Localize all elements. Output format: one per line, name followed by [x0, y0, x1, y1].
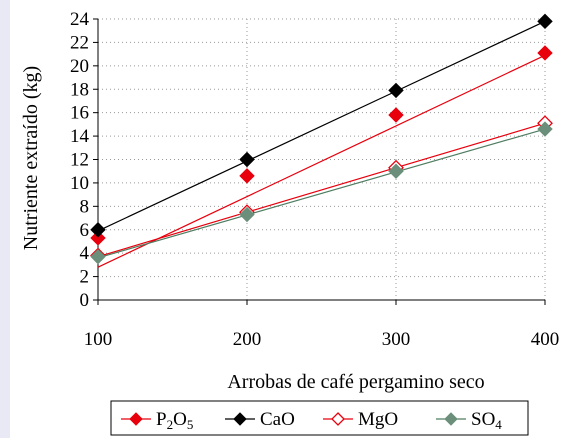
legend-item-mgo: MgO [323, 409, 398, 430]
legend-marker-so4 [444, 412, 458, 426]
y-tick-label: 12 [70, 150, 89, 171]
legend-label-p2o5: P2O5 [156, 409, 193, 432]
x-axis-title: Arrobas de café pergamino seco [227, 371, 484, 393]
data-point-cao [537, 13, 553, 30]
series-group [90, 13, 553, 268]
data-point-so4 [537, 121, 553, 137]
legend-item-so4: SO4 [436, 409, 502, 432]
y-axis-title: Nutriente extraído (kg) [20, 66, 42, 250]
data-point-p2o5 [388, 107, 404, 123]
trendline-mgo [97, 122, 546, 258]
data-point-p2o5 [239, 168, 255, 184]
series-so4 [90, 121, 553, 265]
series-cao [90, 13, 553, 238]
y-tick-label: 10 [70, 173, 89, 194]
x-tick-label: 400 [531, 329, 560, 350]
legend-item-p2o5: P2O5 [121, 409, 193, 432]
y-tick-label: 24 [70, 9, 90, 30]
legend-marker-p2o5 [129, 412, 143, 426]
data-point-so4 [90, 248, 106, 265]
y-tick-label: 0 [80, 290, 90, 311]
x-tick-label: 200 [233, 329, 262, 350]
x-tick-label: 300 [382, 329, 411, 350]
y-tick-label: 22 [70, 32, 89, 53]
x-tick-label: 100 [84, 329, 113, 350]
legend-item-cao: CaO [225, 409, 295, 430]
legend-box [110, 400, 529, 436]
y-tick-label: 16 [70, 103, 89, 124]
y-tick-label: 6 [80, 220, 90, 241]
legend: P2O5 CaO MgO SO4 [110, 400, 529, 436]
legend-marker-cao [233, 412, 247, 426]
data-point-so4 [388, 163, 404, 179]
data-point-cao [388, 82, 404, 99]
legend-label-mgo: MgO [358, 409, 398, 430]
trendline-so4 [97, 128, 546, 259]
data-point-so4 [239, 206, 255, 223]
y-tick-label: 18 [70, 79, 89, 100]
data-point-cao [90, 222, 106, 238]
trendline-p2o5 [97, 54, 546, 268]
y-tick-label: 20 [70, 56, 89, 77]
legend-label-cao: CaO [260, 409, 295, 430]
data-point-p2o5 [537, 45, 553, 61]
y-tick-label: 8 [80, 196, 90, 217]
y-tick-label: 14 [70, 126, 90, 147]
y-tick-label: 4 [80, 243, 90, 264]
trendline-cao [97, 20, 546, 232]
legend-marker-mgo [331, 412, 345, 426]
y-tick-label: 2 [80, 267, 90, 288]
data-point-cao [239, 151, 255, 168]
series-p2o5 [90, 45, 553, 268]
legend-label-so4: SO4 [471, 409, 502, 432]
chart-area-background [10, 0, 566, 438]
data-point-p2o5 [90, 230, 106, 246]
